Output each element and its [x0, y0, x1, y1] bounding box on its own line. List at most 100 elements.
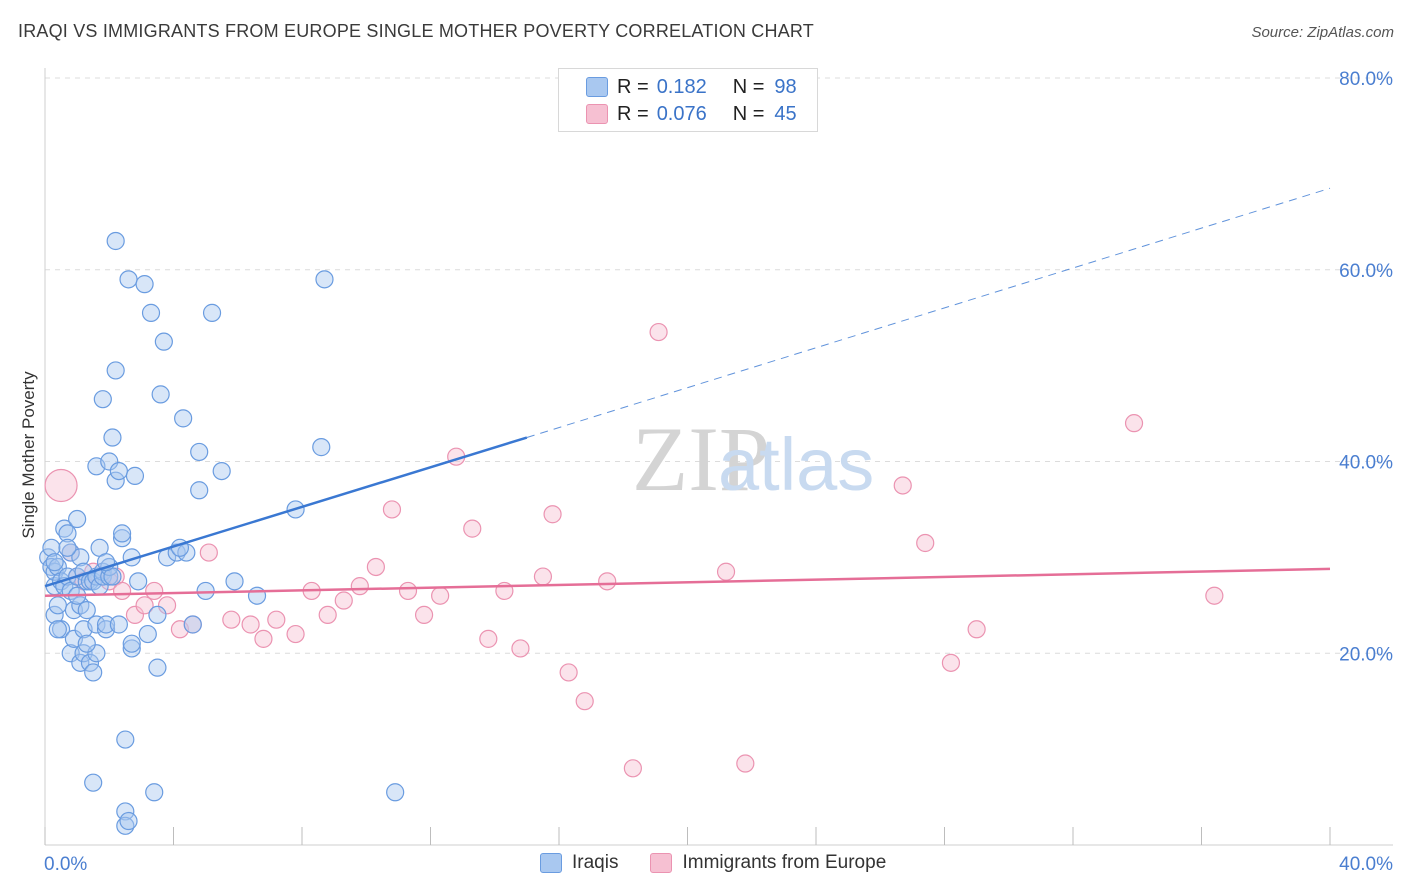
point-iraqis-58 — [116, 802, 135, 821]
point-immigrants-10 — [145, 581, 164, 601]
watermark-atlas: atlas — [718, 423, 874, 506]
trend-extension-iraqis — [526, 187, 1331, 439]
point-iraqis-67 — [138, 624, 157, 644]
point-iraqis-81 — [196, 581, 215, 601]
point-immigrants-15 — [222, 610, 241, 629]
point-iraqis-72 — [151, 385, 170, 404]
point-immigrants-9 — [135, 596, 154, 615]
point-iraqis-23 — [71, 653, 90, 672]
point-iraqis-45 — [100, 452, 119, 471]
gridlines — [45, 77, 1393, 654]
point-iraqis-50 — [106, 471, 125, 490]
point-iraqis-54 — [109, 615, 128, 634]
point-immigrants-28 — [431, 586, 450, 605]
point-immigrants-41 — [716, 562, 736, 581]
legend-swatch-blue — [586, 77, 608, 97]
point-iraqis-69 — [145, 783, 164, 802]
point-iraqis-92 — [58, 538, 77, 557]
legend-n-value: 45 — [774, 102, 797, 125]
x-tick-label-min: 0.0% — [44, 854, 87, 875]
point-iraqis-83 — [212, 461, 231, 481]
point-immigrants-46 — [967, 620, 986, 639]
tick-labels: 20.0% 40.0% 60.0% 80.0% 0.0% 40.0% — [44, 69, 1393, 875]
legend-r-value: 0.076 — [656, 102, 707, 125]
point-immigrants-36 — [559, 663, 578, 682]
point-iraqis-51 — [106, 361, 125, 380]
legend-n-label: N = — [732, 102, 765, 125]
point-iraqis-48 — [103, 428, 122, 447]
point-iraqis-84 — [225, 572, 244, 591]
point-iraqis-20 — [68, 509, 87, 529]
legend-r-label: R = — [617, 75, 649, 98]
point-iraqis-16 — [61, 644, 80, 663]
point-iraqis-33 — [84, 773, 103, 792]
legend-swatch-immigrants — [650, 853, 673, 873]
point-iraqis-1 — [42, 557, 61, 577]
point-immigrants-43 — [893, 476, 912, 495]
point-iraqis-70 — [148, 605, 167, 625]
point-iraqis-68 — [141, 303, 161, 322]
point-immigrants-18 — [267, 610, 286, 629]
legend-swatch-iraqis — [540, 853, 562, 873]
point-iraqis-52 — [106, 231, 125, 251]
point-iraqis-64 — [122, 634, 141, 653]
chart-title: IRAQI VS IMMIGRANTS FROM EUROPE SINGLE M… — [18, 21, 814, 41]
legend-n-value: 98 — [774, 75, 797, 98]
point-iraqis-57 — [116, 730, 135, 749]
point-immigrants-24 — [366, 557, 385, 577]
watermark-zip: ZIP — [632, 408, 770, 510]
point-iraqis-55 — [112, 529, 132, 548]
point-iraqis-59 — [116, 816, 135, 835]
point-immigrants-11 — [157, 596, 177, 615]
legend-item-immigrants[interactable]: Immigrants from Europe — [650, 852, 886, 874]
legend-item-iraqis[interactable]: Iraqis — [540, 852, 618, 874]
point-immigrants-23 — [350, 577, 369, 596]
point-immigrants-17 — [254, 629, 273, 648]
trend-line-iraqis — [44, 436, 528, 588]
point-immigrants-37 — [575, 692, 594, 711]
series-iraqis — [39, 231, 405, 835]
point-iraqis-37 — [87, 615, 106, 634]
point-iraqis-79 — [190, 442, 209, 462]
y-axis-title: Single Mother Poverty — [19, 371, 38, 539]
x-tick-label-max: 40.0% — [1339, 854, 1393, 875]
point-iraqis-78 — [183, 615, 202, 634]
point-iraqis-60 — [119, 270, 138, 289]
point-immigrants-14 — [199, 543, 218, 562]
point-iraqis-6 — [48, 557, 67, 577]
point-iraqis-26 — [74, 644, 93, 663]
point-iraqis-53 — [109, 461, 128, 481]
point-iraqis-91 — [48, 620, 67, 639]
point-immigrants-21 — [318, 605, 337, 625]
point-iraqis-90 — [45, 553, 64, 572]
point-iraqis-65 — [125, 466, 145, 485]
legend-r-label: R = — [617, 102, 649, 125]
point-iraqis-75 — [167, 543, 186, 562]
y-tick-label-3: 80.0% — [1339, 69, 1393, 90]
point-iraqis-63 — [122, 639, 141, 658]
legend-swatch-pink — [586, 104, 608, 124]
point-immigrants-0 — [44, 468, 78, 503]
y-tick-label-1: 40.0% — [1339, 453, 1393, 474]
legend-row-iraqis: R = 0.182 N = 98 — [586, 74, 797, 100]
watermark: ZIP atlas — [632, 408, 874, 510]
point-iraqis-30 — [80, 653, 100, 672]
point-immigrants-27 — [414, 605, 434, 625]
point-iraqis-96 — [129, 572, 148, 591]
y-tick-label-2: 60.0% — [1339, 261, 1393, 282]
legend-label-immigrants: Immigrants from Europe — [682, 852, 887, 873]
stats-legend: R = 0.182 N = 98 R = 0.076 N = 45 — [558, 68, 818, 132]
point-iraqis-41 — [93, 390, 112, 409]
point-iraqis-7 — [48, 596, 67, 615]
source-label: Source: ZipAtlas.com — [1251, 24, 1394, 41]
legend-row-europe: R = 0.076 N = 45 — [586, 101, 797, 127]
point-immigrants-25 — [382, 500, 402, 519]
point-immigrants-48 — [1205, 586, 1224, 605]
point-iraqis-85 — [247, 586, 267, 605]
point-iraqis-94 — [77, 634, 96, 653]
point-iraqis-82 — [202, 303, 222, 322]
point-iraqis-87 — [312, 438, 331, 457]
point-immigrants-42 — [736, 754, 755, 773]
point-iraqis-44 — [96, 615, 116, 634]
